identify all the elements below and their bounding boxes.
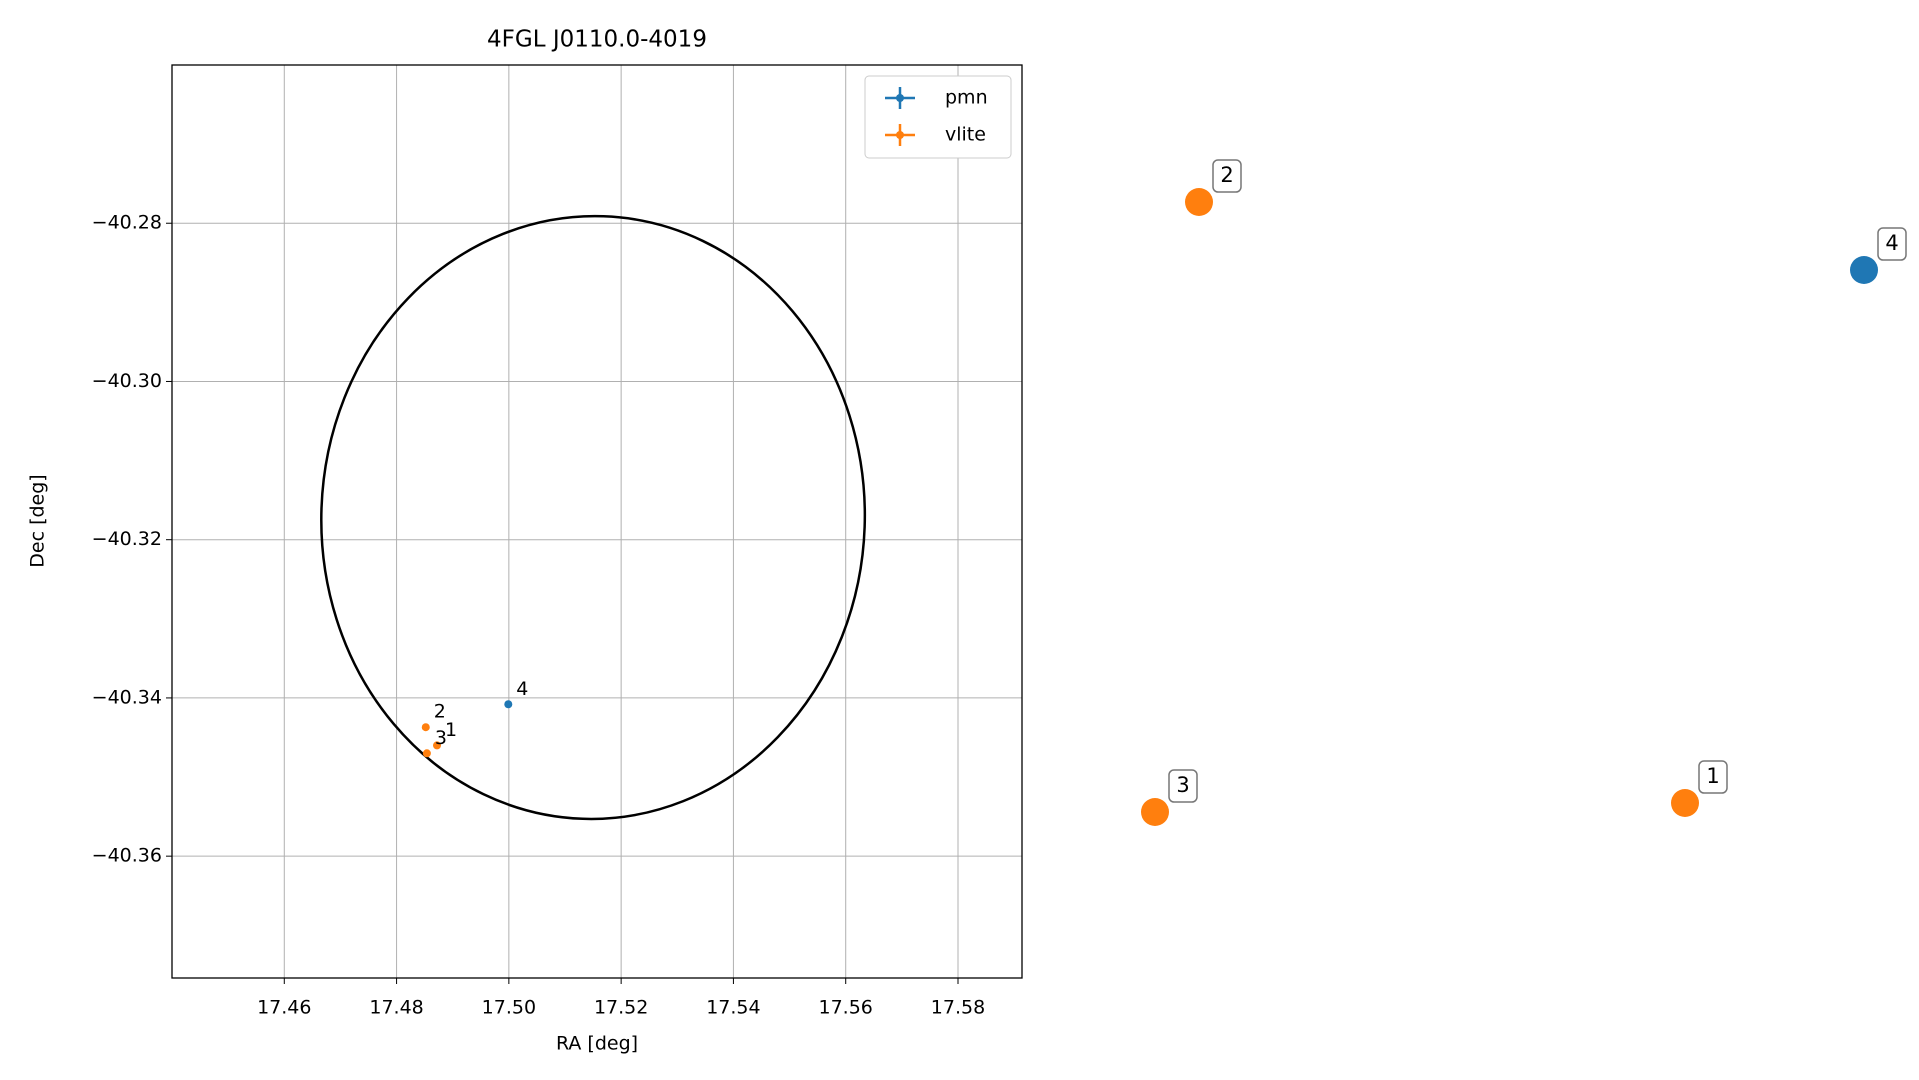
x-tick-label: 17.48 xyxy=(369,997,423,1019)
chart-title: 4FGL J0110.0-4019 xyxy=(487,27,707,53)
overview-label-box xyxy=(1168,769,1198,803)
x-axis-label: RA [deg] xyxy=(556,1033,638,1055)
point xyxy=(421,723,430,732)
legend: pmn vlite xyxy=(864,75,1012,159)
overview-label-box xyxy=(1698,760,1728,794)
point xyxy=(422,749,431,758)
y-tick-label: −40.30 xyxy=(92,370,162,392)
x-tick-label: 17.56 xyxy=(819,997,873,1019)
x-tick-label: 17.46 xyxy=(257,997,311,1019)
y-tick-label: −40.34 xyxy=(92,686,162,708)
x-tick-label: 17.50 xyxy=(482,997,536,1019)
overview-label-box xyxy=(1212,159,1242,193)
overview-label: 2 xyxy=(1220,163,1233,187)
x-tick-label: 17.52 xyxy=(594,997,648,1019)
overview-label: 3 xyxy=(1176,773,1189,797)
point-label: 4 xyxy=(516,678,528,700)
overview-marker xyxy=(1141,798,1169,826)
y-tick-label: −40.36 xyxy=(92,845,162,867)
legend-swatch xyxy=(896,94,904,102)
point-label: 2 xyxy=(434,701,446,723)
overview-label: 4 xyxy=(1885,231,1898,255)
point xyxy=(432,741,441,750)
point xyxy=(504,700,513,709)
point-label: 1 xyxy=(445,719,457,741)
overview-label-box xyxy=(1877,227,1907,261)
legend-box xyxy=(864,75,1012,159)
y-tick-label: −40.32 xyxy=(92,528,162,550)
point-label: 3 xyxy=(435,727,447,749)
y-tick-label: −40.28 xyxy=(92,212,162,234)
overview-marker xyxy=(1850,256,1878,284)
legend-swatch xyxy=(896,131,904,139)
overview-marker xyxy=(1185,188,1213,216)
legend-label: vlite xyxy=(945,124,986,146)
y-axis-label: Dec [deg] xyxy=(27,474,49,567)
legend-label: pmn xyxy=(945,87,988,109)
plot-frame xyxy=(171,64,1023,979)
x-tick-label: 17.54 xyxy=(706,997,760,1019)
overview-label: 1 xyxy=(1706,764,1719,788)
x-tick-label: 17.58 xyxy=(931,997,985,1019)
localization-ellipse xyxy=(320,214,867,821)
overview-marker xyxy=(1671,789,1699,817)
